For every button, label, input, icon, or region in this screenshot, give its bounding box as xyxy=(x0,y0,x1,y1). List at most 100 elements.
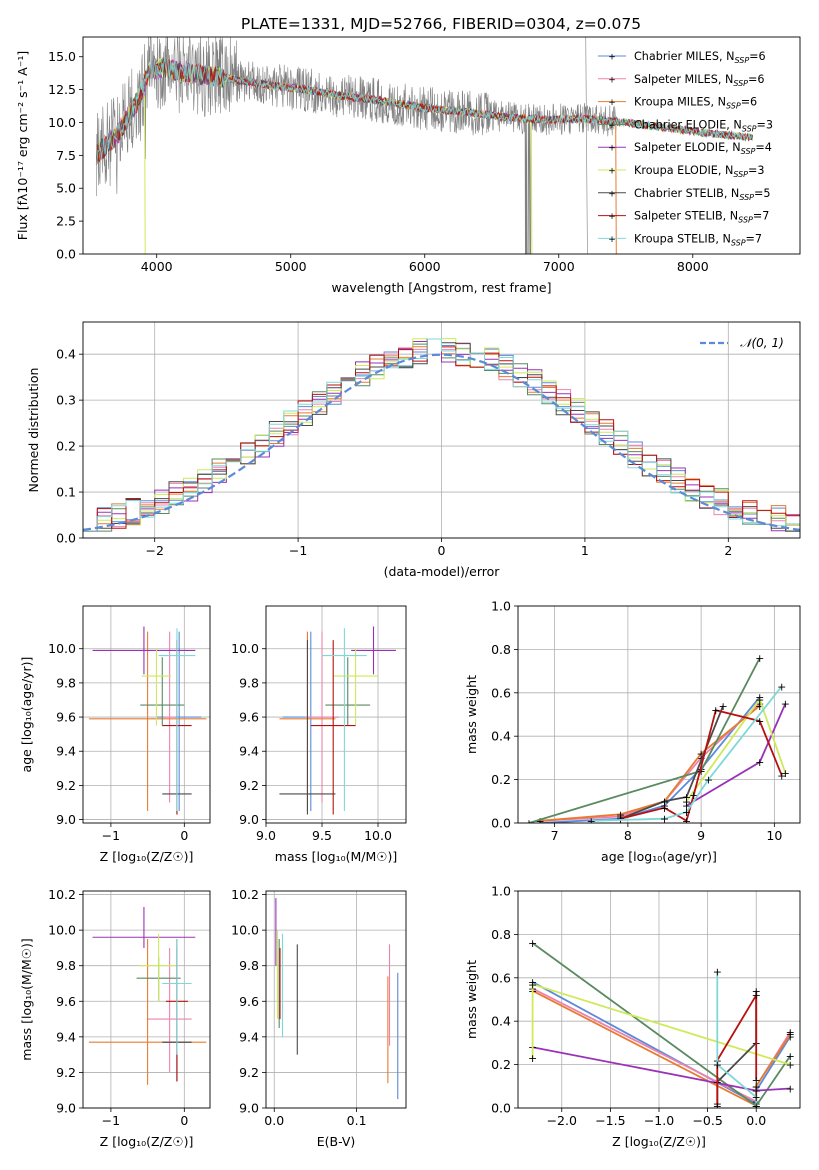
residuals-panel: −2 −1 0 1 2 0.0 0.1 0.2 0.3 0.4 (data-model)/error… xyxy=(26,321,801,579)
age_vs_mass-y-tick-label: 10.0 xyxy=(231,641,259,656)
mass_vs_ebv-y-tick-label: 9.0 xyxy=(239,1101,259,1116)
series-line-kroupa-elodie xyxy=(685,697,787,802)
series-marker-chabrier-miles: + xyxy=(755,691,764,704)
legend-entry-count: =3 xyxy=(756,118,773,131)
series-line-chabrier-elodie xyxy=(528,657,761,823)
spectrum-legend: + Chabrier MILES, NSSP=6+ Salpeter MILES, … xyxy=(598,50,773,247)
mass_vs_Z-y-tick-label: 9.2 xyxy=(56,1065,76,1080)
weight_vs_age-x-tick-label: 10 xyxy=(766,828,782,843)
legend-marker: + xyxy=(608,121,616,131)
age_vs_Z-panel: −1 0 9.0 9.2 9.4 9.6 9.8 10.0 Z [log₁₀(Z/Z☉)] age… xyxy=(19,605,211,864)
axes-frame xyxy=(82,321,801,539)
mass_vs_ebv-x-tick-label: 0.1 xyxy=(347,1113,367,1128)
legend-entry-subscript: SSP xyxy=(738,216,753,225)
legend-entry-name: Kroupa MILES, N xyxy=(634,96,726,109)
series-marker-salpeter-elodie: + xyxy=(755,756,764,769)
weight_vs_Z-x-tick-label: 0.0 xyxy=(746,1113,766,1128)
mass_vs_Z-x-tick-label: 0 xyxy=(180,1113,188,1128)
age_vs_Z-y-tick-label: 9.0 xyxy=(56,812,76,827)
series-marker-chabrier-elodie: + xyxy=(524,817,533,830)
residuals-x-tick-label: 2 xyxy=(724,543,732,558)
series-marker-salpeter-stelib: + xyxy=(713,1100,722,1113)
series-marker-chabrier-stelib: + xyxy=(752,985,761,998)
series-marker-kroupa-stelib: + xyxy=(713,965,722,978)
age_vs_mass-y-tick-label: 9.0 xyxy=(239,812,259,827)
age_vs_Z-x-axis-label: Z [log₁₀(Z/Z☉)] xyxy=(100,849,194,864)
series-line-kroupa-elodie xyxy=(531,983,791,1066)
age_vs_mass-y-tick-label: 9.8 xyxy=(239,675,259,690)
series-line-salpeter-elodie xyxy=(532,1046,791,1092)
spectrum-y-tick-label: 7.5 xyxy=(56,148,76,163)
series-marker-kroupa-stelib: + xyxy=(704,774,713,787)
series-marker-chabrier-miles: + xyxy=(786,1030,795,1043)
residuals-y-tick-label: 0.3 xyxy=(56,393,76,408)
axes-frame xyxy=(265,605,407,824)
weight_vs_Z-y-tick-label: 0.2 xyxy=(491,1057,511,1072)
legend-entry-count: =7 xyxy=(753,210,770,223)
weight_vs_age-y-tick-label: 0.4 xyxy=(491,729,511,744)
legend-entry-name: Chabrier STELIB, N xyxy=(634,187,739,200)
legend-marker: + xyxy=(608,212,616,222)
weight_vs_Z-y-tick-label: 0.4 xyxy=(491,1014,511,1029)
mass_vs_Z-panel: −1 0 9.0 9.2 9.4 9.6 9.8 10.0 10.2 Z [log₁₀(Z/Z☉)… xyxy=(19,887,211,1149)
spectrum-y-axis-label: Flux [fλ10⁻¹⁷ erg cm⁻² s⁻¹ A⁻¹] xyxy=(15,51,30,240)
series-marker-kroupa-elodie: + xyxy=(528,1052,537,1065)
series-marker-salpeter-stelib: + xyxy=(752,1074,761,1087)
mass_vs_ebv-x-tick-label: 0.0 xyxy=(264,1113,284,1128)
spectrum-y-tick-label: 10.0 xyxy=(48,115,76,130)
series-marker-chabrier-elodie: + xyxy=(786,1050,795,1063)
weight_vs_Z-x-tick-label: −1.5 xyxy=(595,1113,625,1128)
weight_vs_age-background xyxy=(518,606,800,823)
age_vs_Z-y-tick-label: 9.6 xyxy=(56,710,76,725)
legend-entry-subscript: SSP xyxy=(734,56,749,65)
gaussian-curve xyxy=(83,353,800,531)
spectrum-plot-area xyxy=(95,37,754,254)
series-marker-chabrier-stelib: + xyxy=(718,700,727,713)
spectrum-y-tick-label: 5.0 xyxy=(56,181,76,196)
series-line-salpeter-stelib xyxy=(716,991,758,1106)
legend-entry-chabrier-elodie: Chabrier ELODIE, NSSP=3 xyxy=(634,118,773,133)
legend-entry-kroupa-miles: Kroupa MILES, NSSP=6 xyxy=(634,96,757,111)
residuals-x-tick-label: 0 xyxy=(438,543,446,558)
weight_vs_age-y-tick-label: 0.0 xyxy=(491,816,511,831)
series-marker-kroupa-miles: + xyxy=(755,700,764,713)
age_vs_Z-y-tick-label: 9.2 xyxy=(56,778,76,793)
mass_vs_Z-y-tick-label: 10.0 xyxy=(48,923,76,938)
weight_vs_age-plot-area: + +++++ ++++++++++++++++++++ ++++++++++ ++++ xyxy=(524,652,790,830)
mass_vs_ebv-y-tick-label: 10.2 xyxy=(231,887,259,902)
age_vs_Z-y-tick-label: 9.4 xyxy=(56,744,76,759)
mass_vs_ebv-y-tick-label: 9.2 xyxy=(239,1065,259,1080)
legend-entry-subscript: SSP xyxy=(741,147,756,156)
residuals-y-tick-label: 0.1 xyxy=(56,485,76,500)
legend-entry-subscript: SSP xyxy=(726,102,741,111)
legend-entry-salpeter-miles: Salpeter MILES, NSSP=6 xyxy=(634,73,765,88)
series-marker-salpeter-elodie: + xyxy=(682,800,691,813)
series-marker-kroupa-elodie: + xyxy=(781,767,790,780)
series-marker-kroupa-stelib: + xyxy=(682,806,691,819)
series-marker-salpeter-stelib: + xyxy=(752,989,761,1002)
model-spectrum-spike xyxy=(144,96,146,254)
age_vs_Z-background xyxy=(83,606,210,823)
axes-frame xyxy=(82,36,801,255)
axes-frame xyxy=(265,890,407,1109)
series-marker-kroupa-stelib: + xyxy=(660,813,669,826)
series-marker-salpeter-elodie: + xyxy=(752,1085,761,1098)
series-marker-salpeter-stelib: + xyxy=(616,813,625,826)
series-marker-kroupa-miles: + xyxy=(786,1028,795,1041)
weight_vs_Z-y-tick-label: 0.0 xyxy=(491,1101,511,1116)
mass_vs_ebv-y-tick-label: 9.4 xyxy=(239,1029,259,1044)
legend-entry-count: =4 xyxy=(755,141,772,154)
legend-entry-kroupa-elodie: Kroupa ELODIE, NSSP=3 xyxy=(634,164,765,179)
series-marker-kroupa-stelib: + xyxy=(713,1059,722,1072)
series-marker-salpeter-elodie: + xyxy=(781,698,790,711)
axes-frame xyxy=(517,890,801,1109)
series-marker-kroupa-miles: + xyxy=(697,748,706,761)
legend-entry-name: Chabrier ELODIE, N xyxy=(634,118,742,131)
mass_vs_ebv-background xyxy=(266,891,406,1108)
weight_vs_age-panel: + +++++ ++++++++++++++++++++ ++++++++++ ++++… xyxy=(464,599,801,864)
legend-marker: + xyxy=(608,98,616,108)
age_vs_mass-y-tick-label: 9.4 xyxy=(239,744,259,759)
residuals-x-tick-label: −1 xyxy=(289,543,307,558)
weight_vs_age-y-tick-label: 0.2 xyxy=(491,772,511,787)
axes-frame xyxy=(82,890,211,1109)
